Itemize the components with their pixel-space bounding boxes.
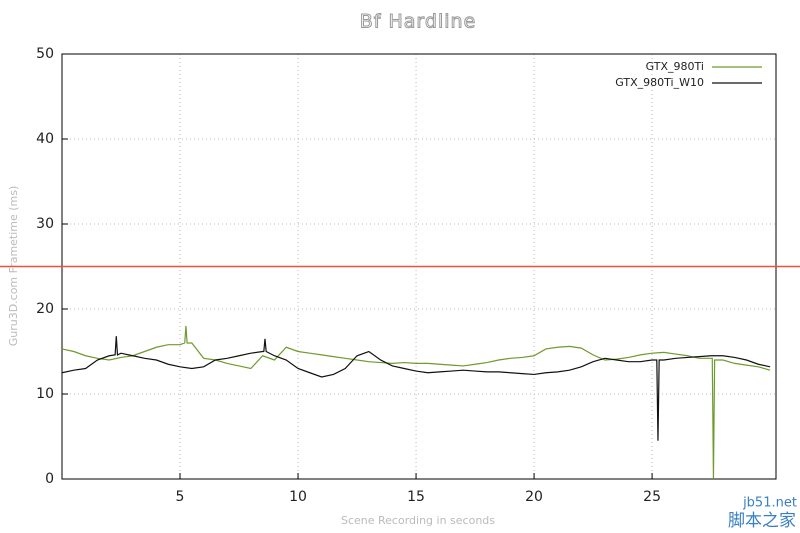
legend-label: GTX_980Ti (646, 60, 704, 73)
x-axis-label: Scene Recording in seconds (341, 514, 495, 527)
watermark: 脚本之家 (728, 511, 796, 531)
watermark-bg (712, 488, 800, 533)
x-tick-label: 20 (525, 489, 543, 505)
chart-title: Bf Hardline (360, 11, 477, 33)
series-line (61, 336, 771, 441)
y-tick-label: 40 (36, 131, 54, 147)
y-tick-label: 0 (45, 471, 54, 487)
x-tick-label: 10 (289, 489, 307, 505)
y-tick-label: 30 (36, 216, 54, 232)
series-line (61, 325, 771, 480)
legend-label: GTX_980Ti_W10 (615, 76, 704, 89)
x-tick-label: 25 (643, 489, 661, 505)
x-tick-label: 5 (176, 489, 185, 505)
watermark: jb51.net (742, 496, 797, 511)
x-tick-label: 15 (407, 489, 425, 505)
y-tick-label: 20 (36, 301, 54, 317)
y-tick-label: 50 (36, 46, 54, 62)
y-tick-label: 10 (36, 386, 54, 402)
